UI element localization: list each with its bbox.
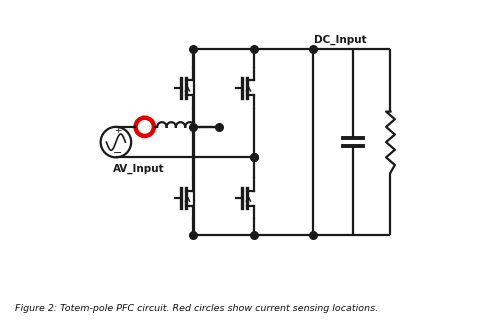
Text: DC_Input: DC_Input bbox=[314, 35, 367, 45]
Text: AV_Input: AV_Input bbox=[113, 163, 164, 174]
Text: +: + bbox=[114, 126, 121, 135]
Text: Figure 2: Totem-pole PFC circuit. Red circles show current sensing locations.: Figure 2: Totem-pole PFC circuit. Red ci… bbox=[15, 304, 378, 313]
Text: −: − bbox=[113, 148, 122, 158]
